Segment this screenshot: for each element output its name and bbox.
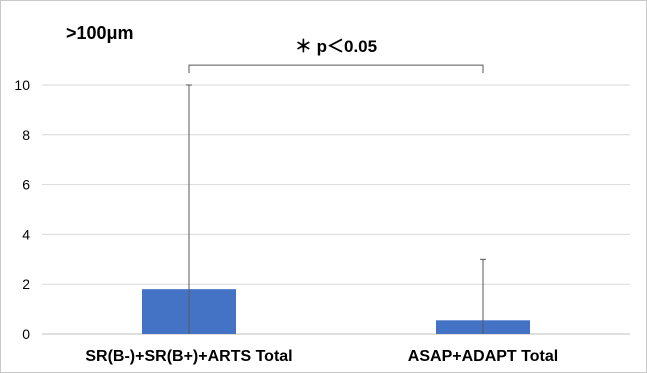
y-tick-label: 0	[22, 326, 30, 342]
y-tick-label: 6	[22, 177, 30, 193]
significance-annotation: ＊ p＜0.05	[188, 37, 484, 74]
bars	[142, 289, 530, 334]
corner-label: >100μm	[66, 23, 134, 43]
x-category-label: SR(B-)+SR(B+)+ARTS Total	[85, 348, 292, 365]
gridlines	[42, 84, 630, 335]
y-tick-labels: 0 2 4 6 8 10	[14, 77, 30, 342]
y-tick-label: 10	[14, 77, 30, 93]
x-category-label: ASAP+ADAPT Total	[408, 348, 558, 365]
y-tick-label: 8	[22, 127, 30, 143]
significance-label: ＊ p＜0.05	[295, 37, 377, 56]
error-bars	[186, 84, 486, 334]
y-tick-label: 2	[22, 276, 30, 292]
y-tick-label: 4	[22, 226, 30, 242]
x-category-labels: SR(B-)+SR(B+)+ARTS Total ASAP+ADAPT Total	[85, 348, 558, 365]
significance-bracket	[188, 64, 484, 74]
